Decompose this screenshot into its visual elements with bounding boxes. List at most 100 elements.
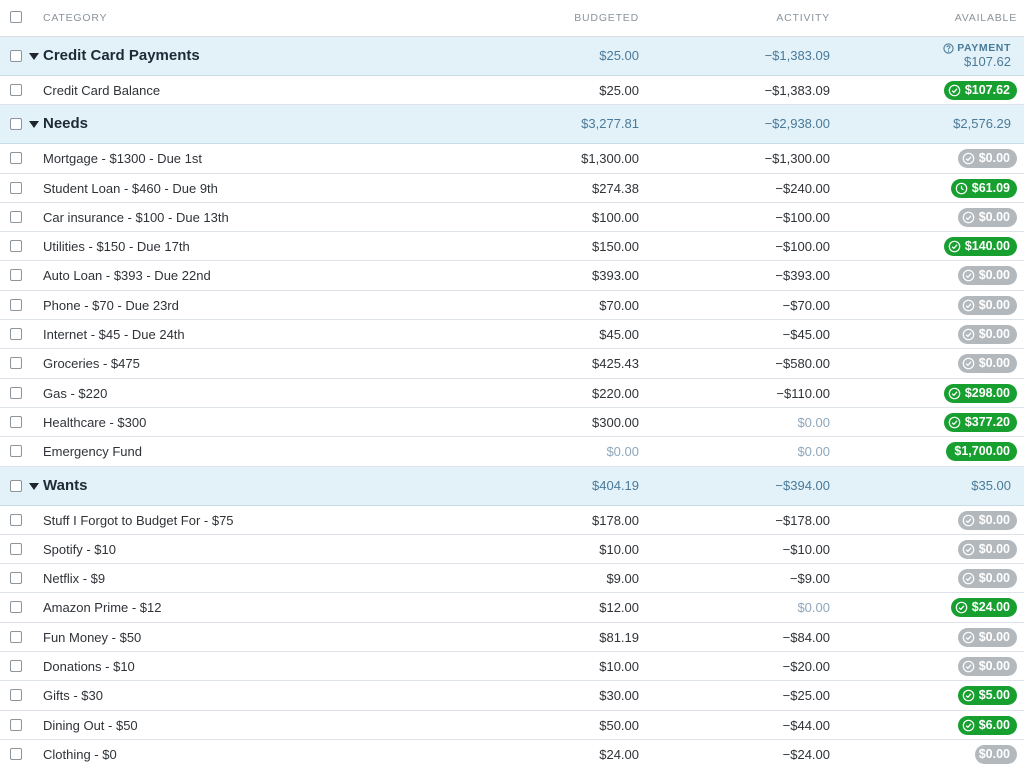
group-row-wants[interactable]: Wants $404.19 −$394.00 $35.00 xyxy=(0,466,1024,506)
category-activity[interactable]: −$1,300.00 xyxy=(764,151,830,167)
available-pill[interactable]: $0.00 xyxy=(957,627,1017,647)
category-row[interactable]: Credit Card Balance $25.00 −$1,383.09 $1… xyxy=(0,76,1024,106)
category-activity[interactable]: −$393.00 xyxy=(775,268,830,284)
available-pill[interactable]: $1,700.00 xyxy=(946,442,1017,462)
category-budgeted[interactable]: $81.19 xyxy=(599,629,639,645)
category-row[interactable]: Amazon Prime - $12 $12.00 $0.00 $24.00 xyxy=(0,593,1024,623)
category-budgeted[interactable]: $10.00 xyxy=(599,659,639,675)
category-checkbox[interactable] xyxy=(10,328,22,341)
category-activity[interactable]: −$25.00 xyxy=(782,688,830,704)
available-pill[interactable]: $0.00 xyxy=(957,510,1017,530)
category-budgeted[interactable]: $30.00 xyxy=(599,688,639,704)
category-row[interactable]: Gas - $220 $220.00 −$110.00 $298.00 xyxy=(0,379,1024,408)
group-name[interactable]: Needs xyxy=(43,115,89,133)
category-checkbox[interactable] xyxy=(10,660,22,673)
category-activity[interactable]: −$24.00 xyxy=(782,746,830,762)
category-name[interactable]: Netflix - $9 xyxy=(43,571,106,587)
category-name[interactable]: Utilities - $150 - Due 17th xyxy=(43,239,190,255)
collapse-caret-icon[interactable] xyxy=(29,482,39,490)
category-row[interactable]: Healthcare - $300 $300.00 $0.00 $377.20 xyxy=(0,408,1024,438)
category-name[interactable]: Spotify - $10 xyxy=(43,541,116,557)
category-row[interactable]: Stuff I Forgot to Budget For - $75 $178.0… xyxy=(0,506,1024,535)
category-name[interactable]: Stuff I Forgot to Budget For - $75 xyxy=(43,512,234,528)
group-row-credit-card-payments[interactable]: Credit Card Payments $25.00 −$1,383.09 P… xyxy=(0,37,1024,76)
header-activity[interactable]: ACTIVITY xyxy=(776,12,830,24)
category-checkbox[interactable] xyxy=(10,357,22,370)
category-budgeted[interactable]: $1,300.00 xyxy=(581,151,639,167)
collapse-caret-icon[interactable] xyxy=(29,121,39,129)
category-checkbox[interactable] xyxy=(10,445,22,458)
available-pill[interactable]: $0.00 xyxy=(957,539,1017,559)
category-row[interactable]: Spotify - $10 $10.00 −$10.00 $0.00 xyxy=(0,535,1024,565)
header-budgeted[interactable]: BUDGETED xyxy=(574,12,639,24)
category-row[interactable]: Gifts - $30 $30.00 −$25.00 $5.00 xyxy=(0,681,1024,711)
category-name[interactable]: Groceries - $475 xyxy=(43,356,140,372)
category-name[interactable]: Phone - $70 - Due 23rd xyxy=(43,297,179,313)
header-available[interactable]: AVAILABLE xyxy=(954,12,1017,24)
available-pill[interactable]: $0.00 xyxy=(957,354,1017,374)
available-pill[interactable]: $0.00 xyxy=(957,657,1017,677)
category-name[interactable]: Car insurance - $100 - Due 13th xyxy=(43,209,229,225)
group-checkbox[interactable] xyxy=(10,118,22,131)
category-checkbox[interactable] xyxy=(10,240,22,253)
category-row[interactable]: Phone - $70 - Due 23rd $70.00 −$70.00 $0.00 xyxy=(0,291,1024,321)
category-activity[interactable]: −$45.00 xyxy=(782,327,830,343)
category-checkbox[interactable] xyxy=(10,718,22,731)
category-activity[interactable]: $0.00 xyxy=(797,444,830,460)
category-row[interactable]: Fun Money - $50 $81.19 −$84.00 $0.00 xyxy=(0,623,1024,653)
category-budgeted[interactable]: $70.00 xyxy=(599,297,639,313)
category-checkbox[interactable] xyxy=(10,181,22,194)
available-pill[interactable]: $0.00 xyxy=(974,744,1017,764)
category-row[interactable]: Utilities - $150 - Due 17th $150.00 −$100.… xyxy=(0,232,1024,262)
available-pill[interactable]: $107.62 xyxy=(943,81,1017,100)
category-activity[interactable]: −$178.00 xyxy=(775,512,830,528)
category-checkbox[interactable] xyxy=(10,513,22,526)
category-activity[interactable]: $0.00 xyxy=(797,600,830,616)
available-pill[interactable]: $0.00 xyxy=(957,295,1017,315)
select-all-checkbox[interactable] xyxy=(10,11,22,23)
category-checkbox[interactable] xyxy=(10,630,22,643)
category-budgeted[interactable]: $0.00 xyxy=(606,444,639,460)
category-budgeted[interactable]: $393.00 xyxy=(592,268,639,284)
category-activity[interactable]: −$110.00 xyxy=(776,385,830,401)
category-checkbox[interactable] xyxy=(10,152,22,165)
available-pill[interactable]: $0.00 xyxy=(957,325,1017,345)
category-activity[interactable]: −$9.00 xyxy=(789,571,830,587)
category-name[interactable]: Fun Money - $50 xyxy=(43,629,142,645)
group-name[interactable]: Credit Card Payments xyxy=(43,47,200,64)
category-checkbox[interactable] xyxy=(10,84,22,96)
question-circle-icon[interactable] xyxy=(943,42,954,54)
category-activity[interactable]: −$580.00 xyxy=(775,356,830,372)
category-checkbox[interactable] xyxy=(10,747,22,760)
category-checkbox[interactable] xyxy=(10,210,22,223)
category-checkbox[interactable] xyxy=(10,269,22,282)
category-budgeted[interactable]: $150.00 xyxy=(592,239,639,255)
category-row[interactable]: Dining Out - $50 $50.00 −$44.00 $6.00 xyxy=(0,711,1024,740)
category-budgeted[interactable]: $425.43 xyxy=(592,356,639,372)
category-activity[interactable]: −$70.00 xyxy=(782,297,830,313)
category-budgeted[interactable]: $274.38 xyxy=(592,180,639,196)
available-pill[interactable]: $61.09 xyxy=(950,178,1017,198)
category-activity[interactable]: −$1,383.09 xyxy=(764,83,830,98)
category-activity[interactable]: −$100.00 xyxy=(775,239,830,255)
category-name[interactable]: Auto Loan - $393 - Due 22nd xyxy=(43,268,211,284)
available-pill[interactable]: $0.00 xyxy=(957,569,1017,589)
available-pill[interactable]: $377.20 xyxy=(943,412,1017,432)
available-pill[interactable]: $140.00 xyxy=(943,237,1017,257)
category-name[interactable]: Donations - $10 xyxy=(43,659,135,675)
category-row[interactable]: Groceries - $475 $425.43 −$580.00 $0.00 xyxy=(0,349,1024,379)
category-name[interactable]: Dining Out - $50 xyxy=(43,717,138,733)
category-row[interactable]: Car insurance - $100 - Due 13th $100.00 −$… xyxy=(0,203,1024,233)
category-name[interactable]: Credit Card Balance xyxy=(43,83,161,98)
category-activity[interactable]: −$84.00 xyxy=(782,629,830,645)
category-budgeted[interactable]: $178.00 xyxy=(592,512,639,528)
available-pill[interactable]: $0.00 xyxy=(957,149,1017,169)
category-name[interactable]: Healthcare - $300 xyxy=(43,414,147,430)
category-activity[interactable]: $0.00 xyxy=(797,414,830,430)
available-pill[interactable]: $298.00 xyxy=(943,383,1017,403)
category-row[interactable]: Emergency Fund $0.00 $0.00 $1,700.00 xyxy=(0,437,1024,467)
category-row[interactable]: Auto Loan - $393 - Due 22nd $393.00 −$393.… xyxy=(0,261,1024,291)
category-checkbox[interactable] xyxy=(10,386,22,399)
category-name[interactable]: Student Loan - $460 - Due 9th xyxy=(43,180,218,196)
category-name[interactable]: Gas - $220 xyxy=(43,385,108,401)
